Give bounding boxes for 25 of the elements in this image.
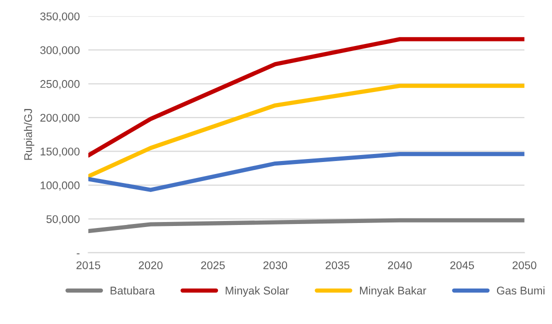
y-tick-label: 100,000 bbox=[40, 181, 80, 191]
y-tick-label: 50,000 bbox=[46, 215, 80, 224]
x-tick-label: 2020 bbox=[138, 261, 163, 270]
legend-label: Batubara bbox=[110, 286, 155, 295]
x-tick-label: 2050 bbox=[512, 261, 536, 270]
x-tick-label: 2030 bbox=[263, 261, 288, 270]
x-tick-label: 2025 bbox=[201, 261, 225, 270]
y-tick-label: 200,000 bbox=[40, 114, 80, 124]
line-series bbox=[88, 218, 524, 234]
legend-label: Minyak Bakar bbox=[360, 286, 426, 297]
x-tick-label: 2045 bbox=[450, 261, 474, 270]
y-tick-label: - bbox=[76, 253, 80, 254]
y-axis-title: Rupiah/GJ bbox=[24, 109, 34, 160]
y-tick-label: 300,000 bbox=[40, 46, 80, 56]
legend-label: Minyak Solar bbox=[226, 286, 289, 297]
line-series bbox=[88, 152, 524, 192]
legend-label: Gas Bumi bbox=[496, 286, 544, 295]
y-tick-label: 250,000 bbox=[40, 80, 80, 90]
x-tick-label: 2035 bbox=[326, 261, 350, 270]
y-tick-label: 350,000 bbox=[40, 12, 80, 22]
line-series bbox=[88, 37, 524, 158]
x-tick-label: 2015 bbox=[76, 261, 100, 270]
y-tick-label: 150,000 bbox=[40, 148, 80, 157]
x-tick-label: 2040 bbox=[388, 261, 412, 270]
line-series bbox=[88, 84, 524, 178]
